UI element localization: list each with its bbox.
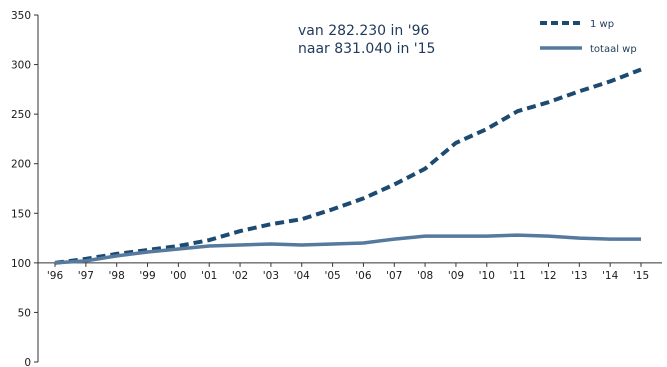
x-tick-label: '99 bbox=[139, 270, 155, 282]
x-tick-label: '03 bbox=[263, 270, 279, 282]
annotation-line-2: naar 831.040 in '15 bbox=[298, 41, 435, 57]
x-tick-label: '10 bbox=[479, 270, 495, 282]
x-tick-label: '09 bbox=[448, 270, 464, 282]
y-tick-label: 100 bbox=[11, 258, 31, 270]
x-tick-label: '00 bbox=[170, 270, 186, 282]
y-tick-label: 250 bbox=[11, 109, 31, 121]
y-axis-ticks: 0 50 100 150 200 250 300 350 bbox=[11, 10, 38, 367]
x-tick-label: '08 bbox=[417, 270, 433, 282]
x-tick-label: '97 bbox=[78, 270, 94, 282]
y-tick-label: 0 bbox=[24, 357, 31, 367]
x-tick-label: '04 bbox=[294, 270, 311, 282]
x-tick-label: '15 bbox=[633, 270, 649, 282]
y-tick-label: 50 bbox=[18, 307, 31, 319]
x-tick-label: '14 bbox=[602, 270, 619, 282]
legend: 1 wp totaal wp bbox=[540, 19, 637, 55]
annotation-line-1: van 282.230 in '96 bbox=[298, 23, 430, 39]
x-tick-label: '11 bbox=[510, 270, 526, 282]
legend-label-totaal-wp: totaal wp bbox=[590, 44, 637, 55]
series-lines bbox=[54, 67, 642, 265]
series-line-totaal-wp bbox=[54, 233, 641, 265]
y-tick-label: 150 bbox=[11, 208, 31, 220]
x-tick-label: '98 bbox=[109, 270, 125, 282]
x-tick-label: '02 bbox=[232, 270, 248, 282]
y-tick-label: 300 bbox=[11, 60, 31, 72]
x-tick-label: '96 bbox=[47, 270, 64, 282]
legend-label-1-wp: 1 wp bbox=[590, 19, 614, 30]
axes bbox=[37, 15, 662, 362]
x-tick-label: '07 bbox=[386, 270, 402, 282]
series-line-1-wp bbox=[54, 67, 642, 265]
x-axis-ticks: '96 '97 '98 '99 '00 '01 '02 '03 '04 '05 '06 '07 '08 '… bbox=[47, 262, 649, 282]
x-tick-label: '01 bbox=[201, 270, 217, 282]
y-tick-label: 350 bbox=[11, 10, 31, 22]
y-tick-label: 200 bbox=[11, 159, 31, 171]
x-tick-label: '05 bbox=[324, 270, 340, 282]
x-tick-label: '06 bbox=[355, 270, 372, 282]
x-tick-label: '12 bbox=[540, 270, 556, 282]
x-tick-label: '13 bbox=[571, 270, 587, 282]
